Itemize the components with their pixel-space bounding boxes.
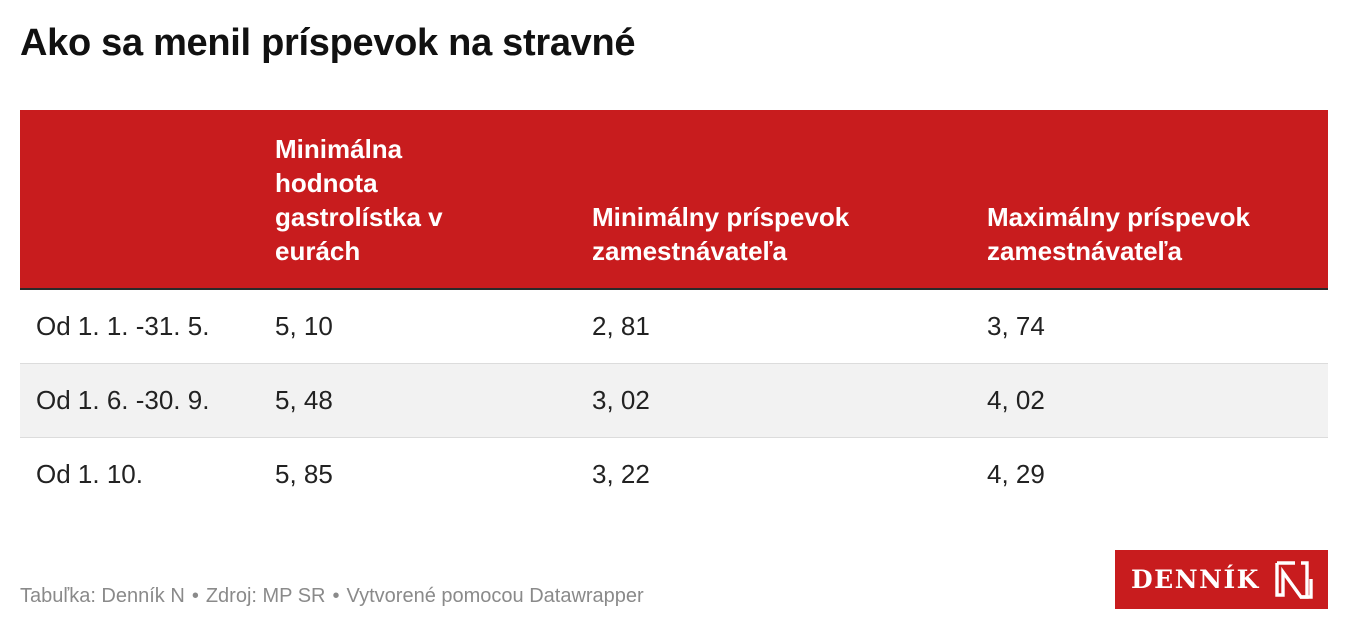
footer-source: Zdroj: MP SR — [205, 585, 326, 607]
table-cell-min-voucher: 5, 10 — [275, 311, 333, 341]
footer-separator: • — [191, 585, 199, 607]
table-cell-max-contribution: 4, 02 — [987, 385, 1045, 415]
table-cell-period: Od 1. 1. -31. 5. — [36, 311, 210, 341]
table-cell-max-contribution: 4, 29 — [987, 459, 1045, 489]
dennik-n-logo[interactable]: DENNÍK — [1115, 550, 1328, 609]
table-cell-min-voucher: 5, 48 — [275, 385, 333, 415]
table-cell-max-contribution: 3, 74 — [987, 311, 1045, 341]
chart-title: Ako sa menil príspevok na stravné — [20, 22, 636, 64]
logo-wordmark: DENNÍK — [1131, 565, 1260, 594]
table-row: Od 1. 6. -30. 9. 5, 48 3, 02 4, 02 — [20, 364, 1328, 438]
table-row: Od 1. 10. 5, 85 3, 22 4, 29 — [20, 438, 1328, 511]
footer-credits: Tabuľka: Denník N • Zdroj: MP SR • Vytvorené… — [20, 585, 644, 608]
footer-table-credit: Tabuľka: Denník N — [20, 585, 185, 607]
table-cell-min-contribution: 2, 81 — [592, 311, 650, 341]
table-cell-period: Od 1. 6. -30. 9. — [36, 385, 210, 415]
table-cell-min-contribution: 3, 22 — [592, 459, 650, 489]
logo-n-icon — [1275, 561, 1313, 599]
data-table: Minimálna hodnota gastrolístka v eurách … — [20, 110, 1328, 511]
table-cell-period: Od 1. 10. — [36, 459, 143, 489]
table-header: Minimálna hodnota gastrolístka v eurách … — [20, 110, 1328, 290]
column-header-max-contribution: Maximálny príspevok zamestnávateľa — [987, 202, 1250, 266]
table-row: Od 1. 1. -31. 5. 5, 10 2, 81 3, 74 — [20, 290, 1328, 364]
table-cell-min-contribution: 3, 02 — [592, 385, 650, 415]
column-header-min-voucher: Minimálna hodnota gastrolístka v eurách — [275, 134, 443, 266]
footer-datawrapper-link[interactable]: Vytvorené pomocou Datawrapper — [346, 585, 644, 607]
footer-separator: • — [332, 585, 340, 607]
column-header-min-contribution: Minimálny príspevok zamestnávateľa — [592, 202, 850, 266]
table-cell-min-voucher: 5, 85 — [275, 459, 333, 489]
